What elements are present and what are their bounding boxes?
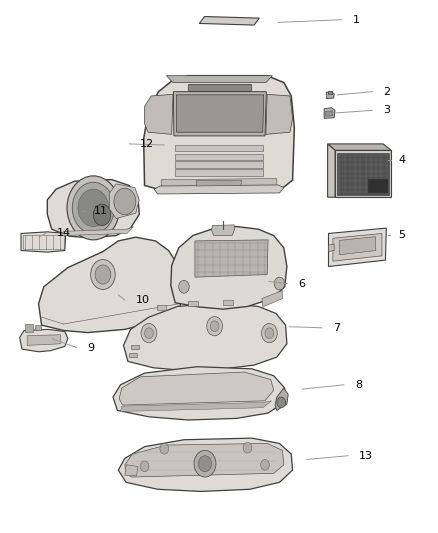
Polygon shape (131, 345, 139, 349)
Polygon shape (328, 144, 335, 197)
Polygon shape (328, 144, 391, 150)
Polygon shape (212, 225, 234, 236)
Polygon shape (196, 180, 242, 186)
Text: 2: 2 (383, 87, 390, 96)
Polygon shape (125, 465, 138, 475)
Circle shape (207, 317, 223, 336)
Circle shape (210, 321, 219, 332)
Polygon shape (325, 111, 333, 116)
Polygon shape (47, 180, 139, 238)
Polygon shape (171, 227, 287, 309)
Polygon shape (113, 367, 285, 420)
Polygon shape (157, 305, 166, 310)
Circle shape (93, 204, 111, 225)
Circle shape (114, 188, 136, 215)
Polygon shape (125, 443, 284, 477)
Polygon shape (175, 154, 263, 160)
Circle shape (140, 461, 149, 472)
Polygon shape (324, 108, 335, 118)
Circle shape (78, 189, 109, 227)
Polygon shape (177, 95, 264, 132)
Text: 5: 5 (399, 230, 406, 239)
Polygon shape (262, 290, 283, 307)
Circle shape (261, 324, 277, 343)
Polygon shape (188, 301, 198, 306)
Polygon shape (328, 228, 386, 266)
Circle shape (141, 324, 157, 343)
Polygon shape (110, 184, 139, 219)
Text: 9: 9 (88, 343, 95, 352)
Circle shape (145, 328, 153, 338)
Polygon shape (21, 232, 66, 252)
Polygon shape (61, 227, 134, 236)
Circle shape (277, 397, 286, 408)
Polygon shape (335, 150, 391, 197)
Polygon shape (326, 92, 334, 99)
Polygon shape (175, 161, 263, 168)
Polygon shape (25, 324, 33, 332)
Polygon shape (223, 300, 233, 305)
Polygon shape (124, 303, 287, 370)
Polygon shape (118, 438, 293, 491)
Polygon shape (154, 185, 284, 194)
Text: 12: 12 (140, 139, 154, 149)
Polygon shape (20, 329, 68, 352)
Polygon shape (35, 325, 41, 330)
Text: 1: 1 (353, 15, 360, 25)
Polygon shape (275, 388, 288, 410)
Circle shape (198, 456, 212, 472)
Polygon shape (166, 76, 272, 83)
Circle shape (67, 176, 120, 240)
Polygon shape (368, 179, 388, 193)
Polygon shape (188, 84, 251, 91)
Polygon shape (161, 179, 277, 188)
Text: 8: 8 (355, 380, 362, 390)
Polygon shape (173, 92, 266, 136)
Polygon shape (175, 169, 263, 176)
Circle shape (194, 450, 216, 477)
Circle shape (274, 277, 285, 290)
Polygon shape (337, 153, 389, 195)
Polygon shape (199, 17, 259, 25)
Polygon shape (129, 353, 137, 357)
Polygon shape (144, 76, 294, 193)
Circle shape (243, 442, 252, 453)
Circle shape (265, 328, 274, 338)
Polygon shape (119, 372, 274, 405)
Circle shape (95, 265, 111, 284)
Polygon shape (266, 94, 293, 134)
Polygon shape (27, 335, 60, 345)
Circle shape (160, 443, 169, 454)
Text: 7: 7 (333, 323, 340, 333)
Text: 13: 13 (359, 451, 373, 461)
Polygon shape (195, 240, 268, 277)
Text: 14: 14 (57, 229, 71, 238)
Text: 11: 11 (94, 206, 108, 215)
Polygon shape (145, 94, 173, 134)
Text: 10: 10 (136, 295, 150, 305)
Circle shape (261, 459, 269, 470)
Text: 4: 4 (399, 155, 406, 165)
Polygon shape (333, 233, 382, 261)
Circle shape (179, 280, 189, 293)
Polygon shape (328, 244, 334, 252)
Polygon shape (339, 237, 376, 255)
Polygon shape (120, 401, 272, 411)
Polygon shape (328, 91, 332, 94)
Polygon shape (175, 145, 263, 151)
Circle shape (91, 260, 115, 289)
Text: 3: 3 (383, 106, 390, 115)
Circle shape (72, 182, 114, 233)
Polygon shape (39, 237, 183, 333)
Text: 6: 6 (298, 279, 305, 288)
